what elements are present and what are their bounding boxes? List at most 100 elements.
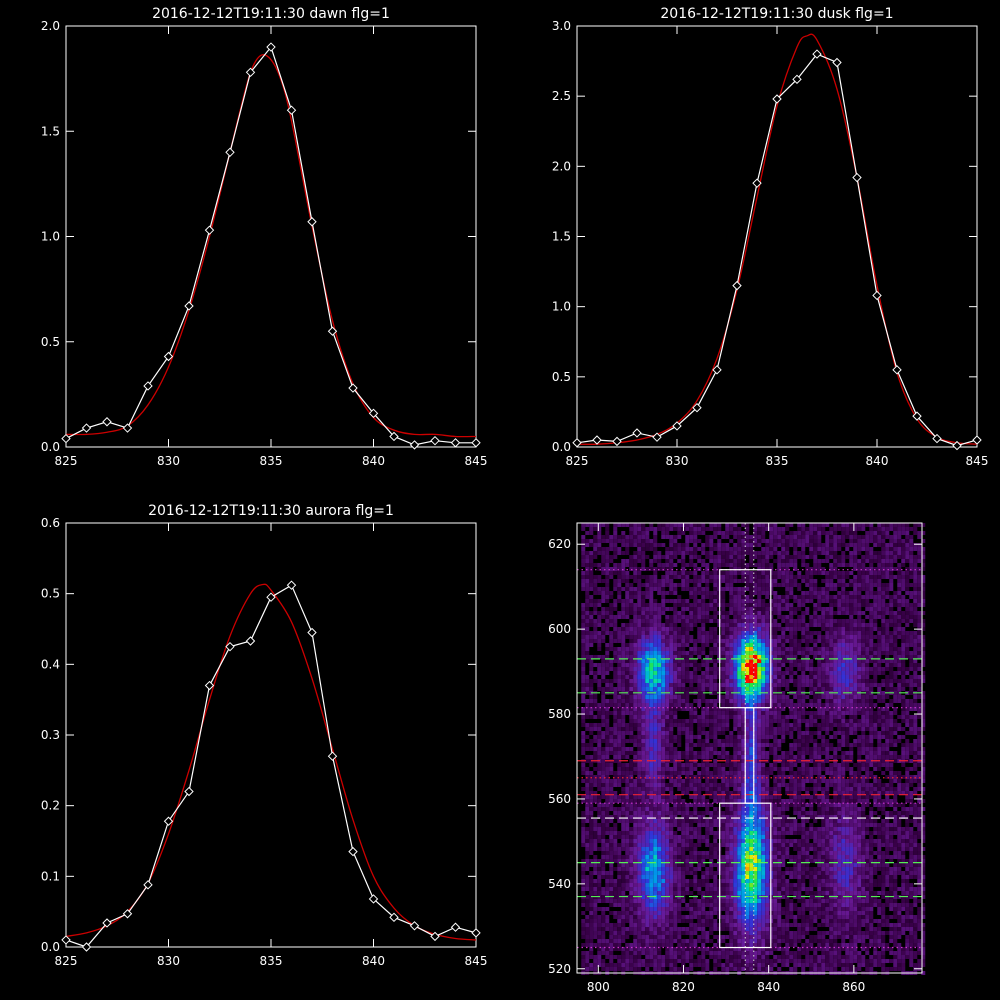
data-point [692,402,702,413]
x-tick-label: 835 [260,454,283,468]
x-tick-label: 830 [666,454,689,468]
data-point [652,432,662,442]
data-point [409,440,420,450]
fit-curve [65,54,477,438]
data-line [65,45,476,446]
data-point [184,301,194,311]
heatmap-image [581,523,926,975]
data-point [122,909,133,919]
data-point [430,931,440,942]
data-point [672,421,682,431]
x-tick-label: 840 [362,954,385,968]
y-tick-label: 3.0 [552,19,571,33]
y-tick-label: 1.5 [552,230,571,244]
data-point [389,912,399,923]
y-tick-label: 0.6 [41,516,60,530]
x-tick-label: 825 [55,454,78,468]
data-point [368,408,379,419]
data-point [286,580,297,590]
y-tick-label: 2.0 [552,159,571,173]
data-point [752,178,762,188]
x-tick-label: 840 [362,454,385,468]
data-point [389,431,399,442]
data-point [592,435,602,445]
data-point [225,641,235,652]
data-point [102,417,112,427]
y-tick-label: 0.3 [41,728,60,742]
chart-panel-1: 825 830 835 840 845 0.0 0.5 1.0 1.5 2.0 2.5 3.0 2016… [552,6,989,468]
x-tick-label: 845 [465,454,488,468]
y-tick-label: 1.0 [41,230,60,244]
y-tick-label: 0.0 [41,440,60,454]
data-point [184,786,194,797]
chart-panel-2: 825 830 835 840 845 0.0 0.1 0.2 0.3 0.4 0.5 0.6 2016… [41,503,488,968]
y-tick-label: 0.5 [552,370,571,384]
y-tick-label: 0.1 [41,869,60,883]
plot-frame [576,25,978,448]
data-point [266,592,276,602]
plot-frame [576,522,923,974]
y-tick-label: 0.0 [41,940,60,954]
data-point [471,928,481,938]
chart-panel-3: 800 820 840 860 520 540 560 580 600 620 [548,522,926,994]
data-point [368,894,379,904]
y-tick-label: 2.5 [552,89,571,103]
data-point [245,636,256,646]
x-tick-label: 835 [766,454,789,468]
data-point [286,105,297,115]
data-point [266,42,276,52]
data-point [450,922,461,932]
x-tick-label: 840 [757,980,780,994]
plot-frame [65,522,477,948]
x-tick-label: 845 [465,954,488,968]
x-tick-label: 820 [672,980,695,994]
data-point [612,436,622,447]
chart-panel-0: 825 830 835 840 845 0.0 0.5 1.0 1.5 2.0 2016-12-12… [41,6,488,468]
data-point [81,423,92,433]
data-point [952,440,962,451]
plot-frame [65,25,477,448]
data-point [632,428,642,438]
data-point [430,435,440,446]
data-point [892,365,902,375]
data-point [572,438,582,448]
x-tick-label: 830 [157,454,180,468]
data-point [772,94,782,104]
x-tick-label: 800 [587,980,610,994]
data-point [307,627,317,638]
y-tick-label: 0.0 [552,440,571,454]
fit-curve [65,583,477,941]
data-point [348,383,358,393]
data-point [872,290,882,301]
data-point [225,147,235,158]
data-point [792,74,802,85]
data-line [576,53,978,447]
data-point [912,411,922,421]
y-tick-label: 0.5 [41,335,60,349]
data-point [102,918,112,928]
y-tick-label: 580 [548,707,571,721]
data-point [812,49,822,59]
data-point [81,942,92,952]
data-point [327,751,338,761]
chart-title: 2016-12-12T19:11:30 dusk flg=1 [660,6,893,22]
x-tick-label: 830 [157,954,180,968]
center-box [744,707,755,804]
x-tick-label: 825 [55,954,78,968]
chart-title: 2016-12-12T19:11:30 aurora flg=1 [148,503,394,519]
data-line [65,584,477,948]
data-point [972,435,982,445]
data-point [307,217,317,227]
data-point [204,680,215,691]
data-point [61,433,71,444]
y-tick-label: 2.0 [41,19,60,33]
y-tick-label: 540 [548,877,571,891]
data-point [163,351,174,362]
data-point [327,326,338,336]
y-tick-label: 620 [548,537,571,551]
data-point [852,172,862,183]
x-tick-label: 825 [566,454,589,468]
y-tick-label: 520 [548,962,571,976]
x-tick-label: 845 [966,454,989,468]
